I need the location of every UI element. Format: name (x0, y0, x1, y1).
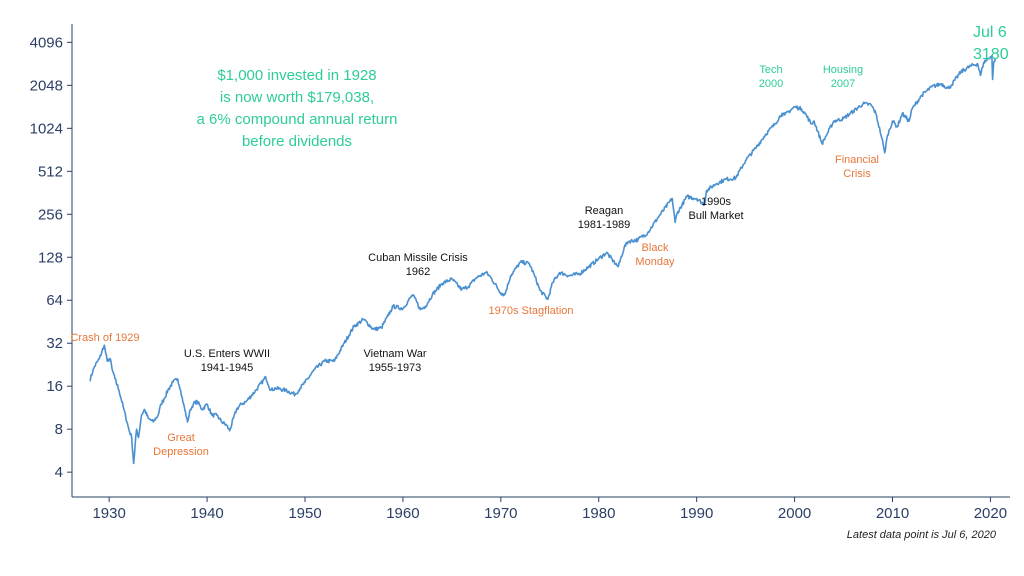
y-tick-label: 4096 (30, 34, 63, 51)
x-tick-label: 1960 (386, 505, 419, 522)
y-tick-label: 2048 (30, 77, 63, 94)
event-annotation: Great Depression (153, 432, 209, 458)
y-tick-label: 64 (46, 292, 63, 309)
y-tick-label: 8 (55, 421, 63, 438)
y-tick-label: 128 (38, 249, 63, 266)
x-tick-label: 1930 (92, 505, 125, 522)
investment-callout: $1,000 invested in 1928 is now worth $179… (197, 67, 398, 150)
callout-line: $1,000 invested in 1928 (217, 67, 376, 84)
end-label: Jul 6 3180 (973, 24, 1009, 63)
end-date-label: Jul 6 (973, 24, 1007, 41)
callout-line: a 6% compound annual return (197, 111, 398, 128)
event-annotation: 1990s Bull Market (688, 196, 743, 222)
event-annotation: Vietnam War 1955-1973 (364, 348, 427, 374)
x-tick-label: 2010 (876, 505, 909, 522)
y-tick-label: 32 (46, 335, 63, 352)
callout-line: is now worth $179,038, (220, 89, 374, 106)
footnote: Latest data point is Jul 6, 2020 (847, 529, 997, 541)
x-tick-label: 1950 (288, 505, 321, 522)
x-tick-label: 2020 (974, 505, 1007, 522)
y-tick-label: 4 (55, 464, 63, 481)
x-tick-label: 1970 (484, 505, 517, 522)
series-layer (89, 55, 997, 465)
x-axis: 1930 1940 1950 1960 1970 1980 1990 2000 2010 2020 (72, 496, 1010, 522)
event-annotation: Crash of 1929 (70, 332, 139, 344)
event-annotation: 1970s Stagflation (488, 305, 573, 317)
event-annotation: Reagan 1981-1989 (578, 205, 631, 231)
event-annotation: Housing 2007 (823, 64, 863, 90)
event-annotation: Cuban Missile Crisis 1962 (368, 252, 468, 278)
x-tick-label: 2000 (778, 505, 811, 522)
callout-line: before dividends (242, 133, 352, 150)
y-tick-label: 256 (38, 206, 63, 223)
x-tick-label: 1940 (190, 505, 223, 522)
event-annotation: Financial Crisis (835, 154, 879, 180)
annotations-layer: Crash of 1929 Great Depression U.S. Enters … (70, 64, 879, 458)
sp500-series-line (89, 55, 997, 465)
event-annotation: U.S. Enters WWII 1941-1945 (184, 348, 270, 374)
event-annotation: Tech 2000 (759, 64, 783, 90)
y-axis: 4 8 16 32 64 128 256 512 1024 2048 4096 (30, 24, 73, 497)
y-tick-label: 16 (46, 378, 63, 395)
x-tick-label: 1980 (582, 505, 615, 522)
y-tick-label: 1024 (30, 120, 63, 137)
x-tick-label: 1990 (680, 505, 713, 522)
event-annotation: Black Monday (635, 242, 675, 268)
end-value-label: 3180 (973, 46, 1009, 63)
y-tick-label: 512 (38, 163, 63, 180)
